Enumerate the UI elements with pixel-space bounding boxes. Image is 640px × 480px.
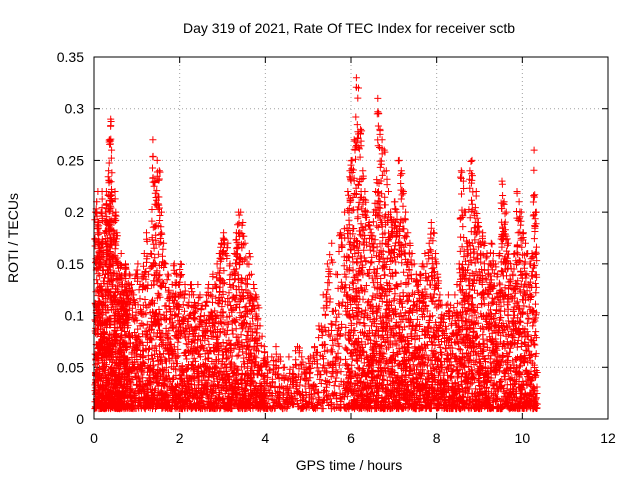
roti-markers [91,74,541,413]
y-tick-label: 0.1 [65,308,85,324]
y-tick-label: 0.2 [65,204,85,220]
y-tick-label: 0 [76,411,84,427]
x-tick-label: 6 [347,430,355,446]
y-tick-label: 0.05 [57,359,84,375]
x-tick-label: 0 [90,430,98,446]
x-tick-label: 10 [515,430,531,446]
y-axis-label: ROTI / TECUs [5,193,21,283]
x-axis-label: GPS time / hours [296,457,403,473]
chart-title: Day 319 of 2021, Rate Of TEC Index for r… [183,20,515,36]
plot-frame [93,56,609,420]
y-tick-label: 0.25 [57,152,84,168]
y-tick-labels: 0 0.05 0.1 0.15 0.2 0.25 0.3 0.35 [57,49,84,427]
x-tick-label: 2 [176,430,184,446]
x-tick-labels: 0 2 4 6 8 10 12 [90,430,616,446]
y-tick-label: 0.3 [65,101,85,117]
x-tick-label: 8 [433,430,441,446]
x-tick-label: 12 [600,430,616,446]
data-points [91,74,541,413]
x-tick-label: 4 [261,430,269,446]
y-tick-label: 0.35 [57,49,84,65]
y-tick-label: 0.15 [57,256,84,272]
